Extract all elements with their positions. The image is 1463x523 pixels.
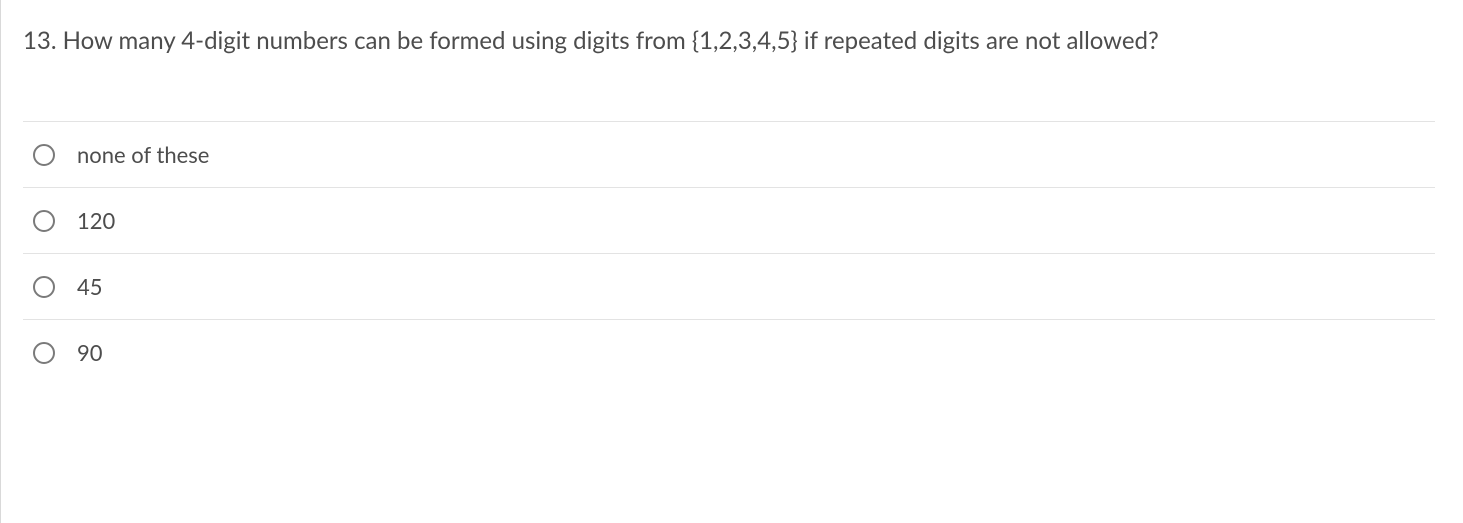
option-label: 90	[77, 339, 103, 366]
radio-icon[interactable]	[33, 144, 55, 166]
question-text: 13. How many 4-digit numbers can be form…	[23, 22, 1435, 59]
option-row[interactable]: 45	[23, 253, 1435, 319]
option-label: none of these	[77, 141, 209, 168]
option-row[interactable]: 120	[23, 187, 1435, 253]
radio-icon[interactable]	[33, 276, 55, 298]
radio-icon[interactable]	[33, 342, 55, 364]
question-container: 13. How many 4-digit numbers can be form…	[0, 0, 1463, 523]
question-number: 13.	[23, 26, 57, 55]
option-row[interactable]: none of these	[23, 121, 1435, 187]
option-label: 45	[77, 273, 103, 300]
question-body: How many 4-digit numbers can be formed u…	[63, 26, 1159, 55]
option-row[interactable]: 90	[23, 319, 1435, 385]
option-label: 120	[77, 207, 115, 234]
radio-icon[interactable]	[33, 210, 55, 232]
options-list: none of these 120 45 90	[23, 121, 1435, 385]
